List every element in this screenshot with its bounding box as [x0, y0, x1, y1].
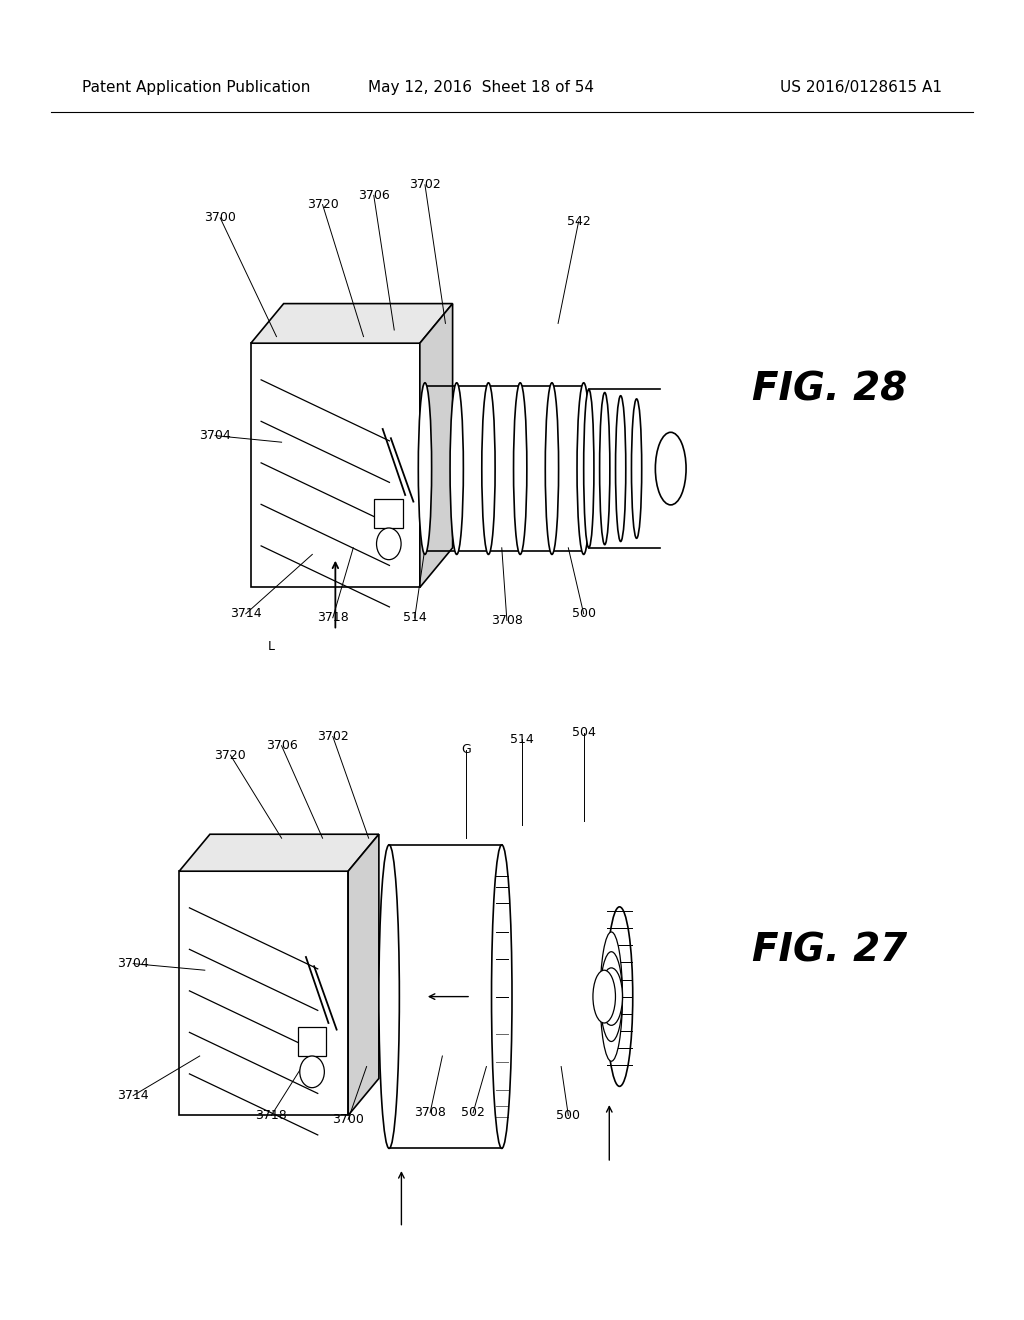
Polygon shape [251, 343, 420, 587]
Bar [389, 845, 502, 1148]
Text: 3706: 3706 [265, 739, 298, 752]
Ellipse shape [545, 383, 558, 554]
Text: 3718: 3718 [255, 1109, 288, 1122]
Ellipse shape [450, 383, 463, 554]
Text: May 12, 2016  Sheet 18 of 54: May 12, 2016 Sheet 18 of 54 [369, 79, 594, 95]
Ellipse shape [615, 396, 626, 541]
Text: 514: 514 [510, 733, 535, 746]
Ellipse shape [481, 383, 496, 554]
Text: 3720: 3720 [306, 198, 339, 211]
Circle shape [300, 1056, 325, 1088]
Text: L: L [268, 640, 274, 653]
Text: 3700: 3700 [204, 211, 237, 224]
Text: 500: 500 [571, 607, 596, 620]
Polygon shape [179, 871, 348, 1115]
Text: FIG. 27: FIG. 27 [752, 932, 907, 969]
Ellipse shape [632, 399, 642, 539]
Bar [298, 1027, 327, 1056]
Text: G: G [461, 743, 471, 756]
Text: US 2016/0128615 A1: US 2016/0128615 A1 [780, 79, 942, 95]
Ellipse shape [655, 433, 686, 504]
Ellipse shape [492, 845, 512, 1148]
Ellipse shape [600, 952, 623, 1041]
Ellipse shape [584, 389, 594, 548]
Polygon shape [420, 304, 453, 587]
Text: 504: 504 [571, 726, 596, 739]
Text: 3714: 3714 [230, 607, 261, 620]
Ellipse shape [600, 968, 623, 1026]
Text: 514: 514 [402, 611, 427, 624]
Text: 3704: 3704 [199, 429, 231, 442]
Text: 3708: 3708 [414, 1106, 446, 1119]
Text: 3702: 3702 [316, 730, 349, 743]
Polygon shape [251, 304, 453, 343]
Text: 3708: 3708 [490, 614, 523, 627]
Polygon shape [179, 834, 379, 871]
Text: 3700: 3700 [332, 1113, 365, 1126]
Text: 3702: 3702 [409, 178, 441, 191]
Text: 3706: 3706 [357, 189, 390, 202]
Ellipse shape [600, 392, 610, 545]
Ellipse shape [593, 970, 615, 1023]
Text: Patent Application Publication: Patent Application Publication [82, 79, 310, 95]
Ellipse shape [514, 383, 526, 554]
Circle shape [377, 528, 401, 560]
Text: 502: 502 [461, 1106, 485, 1119]
Ellipse shape [379, 845, 399, 1148]
Ellipse shape [600, 932, 623, 1061]
Ellipse shape [606, 907, 633, 1086]
Ellipse shape [418, 383, 432, 554]
Bar [375, 499, 403, 528]
Text: 3704: 3704 [117, 957, 150, 970]
Text: 3720: 3720 [214, 748, 247, 762]
Text: 3714: 3714 [118, 1089, 148, 1102]
Text: FIG. 28: FIG. 28 [752, 371, 907, 408]
Text: 500: 500 [556, 1109, 581, 1122]
Text: 542: 542 [566, 215, 591, 228]
Ellipse shape [578, 383, 590, 554]
Polygon shape [348, 834, 379, 1115]
Text: 3718: 3718 [316, 611, 349, 624]
